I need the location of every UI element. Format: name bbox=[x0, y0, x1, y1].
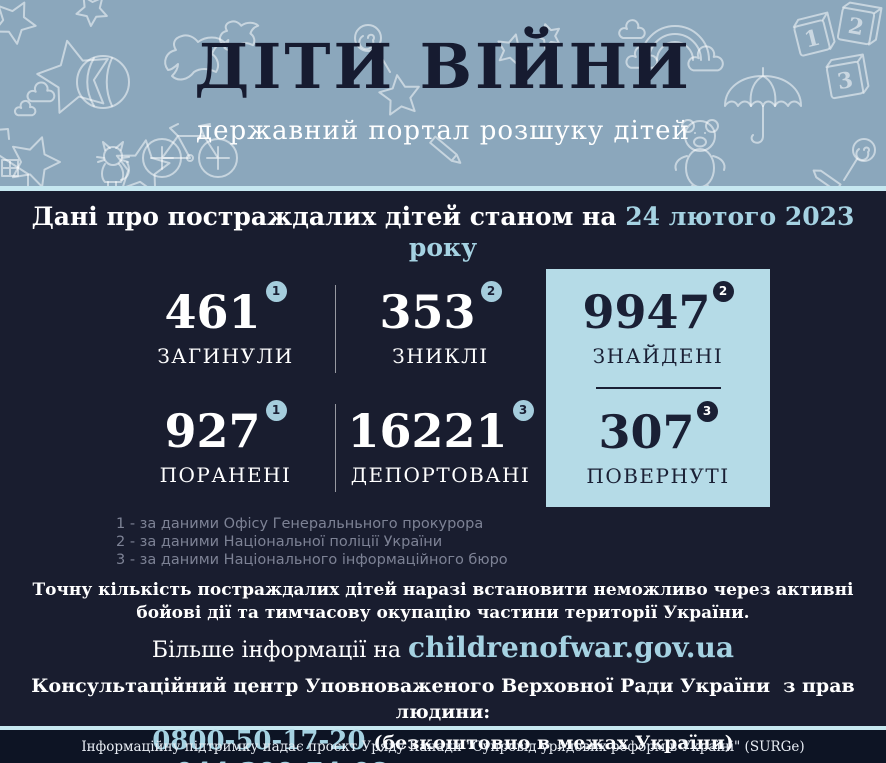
stat-returned: 307 3 ПОВЕРНУТІ bbox=[546, 389, 770, 507]
stats-grid: 9947 2 ЗНАЙДЕНІ 307 3 ПОВЕРНУТІ 461 1 ЗАГИН… bbox=[116, 269, 770, 507]
stat-value: 307 bbox=[598, 404, 695, 459]
lollipop-icon bbox=[354, 24, 391, 73]
svg-text:1: 1 bbox=[802, 25, 823, 54]
stat-label: ЗАГИНУЛИ bbox=[157, 344, 294, 368]
teddy-bear-icon bbox=[674, 119, 726, 186]
phone-number: 044-299-74-08 bbox=[175, 758, 388, 763]
website-link[interactable]: childrenofwar.gov.ua bbox=[408, 631, 735, 664]
footer-credit-bar: Інформаційну підтримку надає проєкт Уряд… bbox=[0, 726, 886, 763]
footnote-line: 2 - за даними Національної поліції Украї… bbox=[116, 534, 443, 550]
header-doodles: 1 2 3 bbox=[0, 0, 883, 186]
stat-deported: 16221 3 ДЕПОРТОВАНІ bbox=[335, 388, 546, 507]
page-subtitle: державний портал розшуку дітей bbox=[196, 116, 690, 146]
beach-ball-icon bbox=[76, 55, 130, 109]
stat-value: 353 bbox=[379, 285, 476, 339]
stat-value: 9947 bbox=[582, 284, 711, 339]
bicycle-icon bbox=[142, 123, 238, 178]
stat-label: ЗНАЙДЕНІ bbox=[592, 343, 724, 368]
page-title: ДІТИ ВІЙНИ bbox=[194, 30, 692, 103]
divider-strip bbox=[0, 186, 886, 191]
pencil-icon bbox=[429, 135, 462, 164]
lollipop-icon bbox=[843, 138, 876, 181]
phone-number: 0800-50-17-20 bbox=[152, 726, 366, 756]
highlight-box: 9947 2 ЗНАЙДЕНІ 307 3 ПОВЕРНУТІ bbox=[546, 269, 770, 507]
stat-value: 927 bbox=[164, 404, 261, 458]
phone-line-domestic: 0800-50-17-20 (безкоштовно в межах Україн… bbox=[0, 728, 886, 757]
footnote-badge: 3 bbox=[512, 400, 534, 421]
stat-label: ЗНИКЛІ bbox=[392, 344, 489, 368]
number-cube-icon: 1 bbox=[792, 11, 836, 57]
footnote-line: 3 - за даними Національного інформаційно… bbox=[116, 552, 508, 568]
stat-wounded: 927 1 ПОРАНЕНІ bbox=[116, 388, 335, 507]
column-divider bbox=[335, 285, 336, 373]
stats-heading-prefix: Дані про постраждалих дітей станом на bbox=[31, 202, 626, 231]
footnote-badge: 3 bbox=[696, 400, 718, 422]
stat-value: 461 bbox=[164, 285, 261, 339]
more-info-prefix: Більше інформації на bbox=[151, 638, 409, 663]
header-banner: 1 2 3 bbox=[0, 0, 886, 186]
footnote-line: 1 - за даними Офісу Генеральньного проку… bbox=[116, 516, 484, 532]
dove-icon bbox=[220, 21, 258, 50]
stat-killed: 461 1 ЗАГИНУЛИ bbox=[116, 269, 335, 388]
dove-icon bbox=[164, 34, 225, 81]
footer-credit-text: Інформаційну підтримку надає проєкт Уряд… bbox=[81, 738, 805, 755]
stat-label: ПОРАНЕНІ bbox=[159, 463, 292, 487]
cat-icon bbox=[96, 141, 130, 186]
footnotes-list: 1 - за даними Офісу Генеральньного проку… bbox=[116, 515, 770, 569]
stats-section: Дані про постраждалих дітей станом на 24… bbox=[0, 191, 886, 763]
column-divider bbox=[335, 404, 336, 492]
stat-label: ПОВЕРНУТІ bbox=[586, 463, 730, 488]
svg-text:3: 3 bbox=[835, 67, 855, 95]
stat-found: 9947 2 ЗНАЙДЕНІ bbox=[546, 269, 770, 387]
footnote-badge: 1 bbox=[265, 281, 287, 302]
footnote-badge: 1 bbox=[265, 400, 287, 421]
stat-label: ДЕПОРТОВАНІ bbox=[350, 463, 531, 487]
number-cube-icon: 2 bbox=[836, 1, 883, 46]
phone-line-international: 044-299-74-08(для дзвінків із-за кордону… bbox=[0, 760, 886, 763]
footnote-badge: 2 bbox=[712, 280, 734, 302]
disclaimer-text: Точну кількість постраждалих дітей нараз… bbox=[32, 580, 854, 623]
pencil-icon bbox=[812, 169, 842, 186]
stat-missing: 353 2 ЗНИКЛІ bbox=[335, 269, 546, 388]
stats-heading: Дані про постраждалих дітей станом на 24… bbox=[0, 191, 886, 263]
umbrella-icon bbox=[724, 67, 802, 144]
stats-heading-date: 24 лютого 2023 року bbox=[408, 202, 855, 262]
svg-text:2: 2 bbox=[846, 13, 866, 41]
more-info-line: Більше інформації на childrenofwar.gov.u… bbox=[0, 631, 886, 668]
number-cube-icon: 3 bbox=[825, 53, 870, 100]
footnote-badge: 2 bbox=[480, 281, 502, 302]
phone-note: (безкоштовно в межах України) bbox=[373, 732, 734, 754]
house-icon bbox=[0, 81, 56, 186]
consultation-heading: Консультаційний центр Уповноваженого Вер… bbox=[31, 675, 862, 723]
stat-value: 16221 bbox=[347, 404, 508, 458]
rainbow-icon bbox=[625, 25, 725, 72]
highlight-box-divider bbox=[595, 387, 721, 389]
